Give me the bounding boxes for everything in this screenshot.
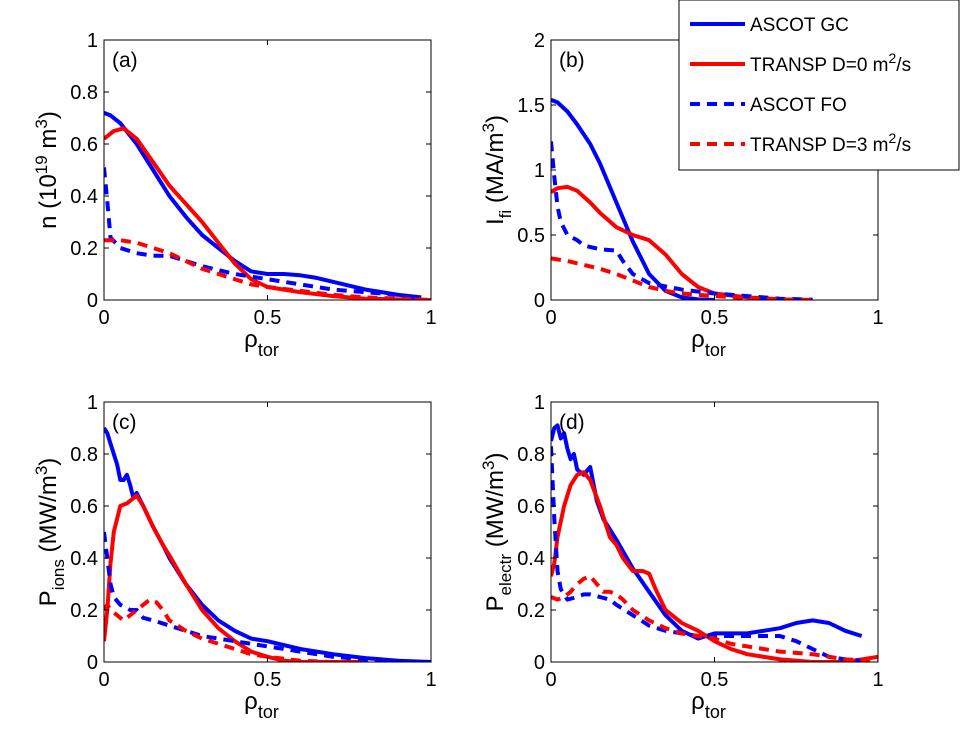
x-axis-label: ρtor bbox=[691, 688, 726, 722]
y-axis-label: Pelectr (MW/m3) bbox=[479, 452, 515, 611]
y-tick-label: 0.2 bbox=[70, 238, 98, 260]
y-tick-label: 0.2 bbox=[517, 600, 545, 622]
x-tick-label: 0.5 bbox=[701, 669, 729, 691]
legend-label: ASCOT GC bbox=[750, 15, 849, 36]
y-tick-label: 0.4 bbox=[517, 548, 545, 570]
axes-frame bbox=[103, 401, 432, 663]
series-line-transp-d-0-m2-s bbox=[104, 493, 366, 662]
y-tick-label: 0.4 bbox=[70, 548, 98, 570]
series-line-ascot-gc bbox=[104, 426, 431, 662]
series-line-ascot-fo bbox=[104, 531, 431, 662]
legend-item-transp-d-3-m2-s: TRANSP D=3 m2/s bbox=[690, 130, 911, 156]
x-tick-label: 0.5 bbox=[254, 307, 282, 329]
series-line-transp-d-3-m2-s bbox=[551, 256, 813, 300]
x-tick-label: 1 bbox=[872, 669, 883, 691]
x-tick-label: 1 bbox=[872, 307, 883, 329]
panel-c: 0 0.5 1 0 0.2 0.4 0.6 0.8 1 (c) ρtor Pions (MW/m3) bbox=[32, 392, 437, 722]
y-tick-label: 1 bbox=[534, 160, 545, 182]
legend-box bbox=[678, 0, 960, 171]
series-line-ascot-gc bbox=[551, 97, 715, 300]
panel-b: 0 0.5 1 0 0.5 1 1.5 2 (b) ρtor Ifi (MA/m3) bbox=[479, 30, 884, 360]
series-line-ascot-fo bbox=[551, 141, 813, 300]
y-tick-label: 0 bbox=[534, 652, 545, 674]
legend-item-ascot-fo: ASCOT FO bbox=[690, 95, 847, 116]
series-line-transp-d-0-m2-s bbox=[551, 470, 878, 662]
panel-label: (d) bbox=[559, 411, 585, 434]
x-tick-label: 0.5 bbox=[254, 669, 282, 691]
legend-item-transp-d-0-m2-s: TRANSP D=0 m2/s bbox=[690, 50, 911, 76]
y-tick-label: 0.8 bbox=[70, 444, 98, 466]
x-tick-label: 0 bbox=[98, 669, 109, 691]
y-tick-label: 0 bbox=[87, 652, 98, 674]
legend-label: TRANSP D=3 m2/s bbox=[750, 130, 911, 156]
y-axis-label: n (1019 m3) bbox=[32, 111, 62, 229]
panel-label: (a) bbox=[112, 49, 138, 72]
series-line-ascot-gc bbox=[551, 423, 863, 641]
x-tick-label: 0.5 bbox=[701, 307, 729, 329]
y-tick-label: 0.6 bbox=[70, 134, 98, 156]
x-tick-label: 0 bbox=[545, 669, 556, 691]
x-tick-label: 1 bbox=[425, 307, 436, 329]
y-tick-label: 0 bbox=[87, 290, 98, 312]
series-line-ascot-gc bbox=[104, 110, 422, 300]
y-tick-label: 0.5 bbox=[517, 225, 545, 247]
legend-item-ascot-gc: ASCOT GC bbox=[690, 15, 849, 36]
y-tick-label: 1.5 bbox=[517, 95, 545, 117]
legend-label: ASCOT FO bbox=[750, 95, 847, 116]
series-line-transp-d-3-m2-s bbox=[551, 574, 878, 662]
y-tick-label: 0 bbox=[534, 290, 545, 312]
series-line-ascot-fo bbox=[551, 446, 862, 662]
y-axis-label: Ifi (MA/m3) bbox=[479, 115, 515, 225]
legend-label: TRANSP D=0 m2/s bbox=[750, 50, 911, 76]
y-tick-label: 1 bbox=[534, 392, 545, 414]
panel-label: (c) bbox=[112, 411, 137, 434]
x-tick-label: 1 bbox=[425, 669, 436, 691]
y-tick-label: 2 bbox=[534, 30, 545, 52]
y-tick-label: 0.2 bbox=[70, 600, 98, 622]
x-tick-label: 0 bbox=[545, 307, 556, 329]
y-tick-label: 0.4 bbox=[70, 186, 98, 208]
y-tick-label: 0.8 bbox=[517, 444, 545, 466]
x-axis-label: ρtor bbox=[244, 688, 279, 722]
y-tick-label: 0.8 bbox=[70, 82, 98, 104]
y-tick-label: 1 bbox=[87, 30, 98, 52]
series-line-transp-d-3-m2-s bbox=[104, 238, 431, 300]
panel-a: 0 0.5 1 0 0.2 0.4 0.6 0.8 1 (a) ρtor n (1019 m3) bbox=[32, 30, 437, 360]
x-axis-label: ρtor bbox=[244, 326, 279, 360]
series-line-transp-d-0-m2-s bbox=[551, 184, 813, 300]
series-line-ascot-fo bbox=[104, 167, 415, 300]
y-tick-label: 0.6 bbox=[70, 496, 98, 518]
panel-label: (b) bbox=[559, 49, 585, 72]
y-axis-label: Pions (MW/m3) bbox=[32, 458, 68, 607]
y-tick-label: 1 bbox=[87, 392, 98, 414]
x-tick-label: 0 bbox=[98, 307, 109, 329]
series-line-transp-d-0-m2-s bbox=[104, 126, 431, 300]
legend: ASCOT GC TRANSP D=0 m2/s ASCOT FO TRANSP D=… bbox=[678, 0, 960, 171]
panel-d: 0 0.5 1 0 0.2 0.4 0.6 0.8 1 (d) ρtor Pelectr (MW/m3… bbox=[479, 392, 884, 722]
y-tick-label: 0.6 bbox=[517, 496, 545, 518]
series-line-transp-d-3-m2-s bbox=[104, 597, 333, 662]
x-axis-label: ρtor bbox=[691, 326, 726, 360]
